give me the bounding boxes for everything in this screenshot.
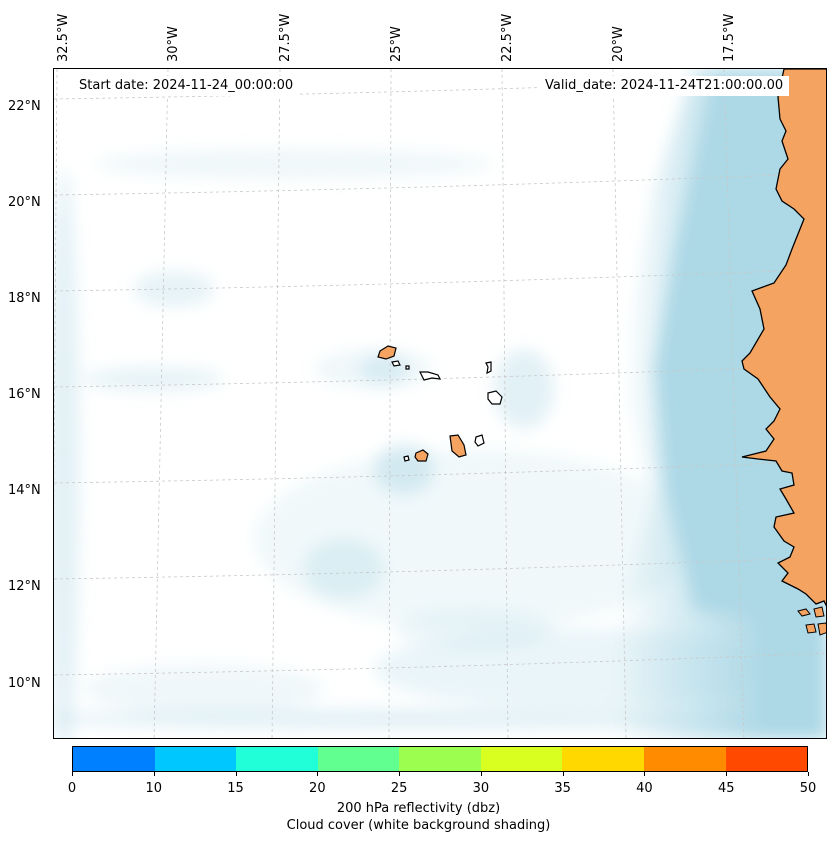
start-date-label: Start date: 2024-11-24_00:00:00 (73, 76, 300, 96)
lat-label-14n: 14°N (8, 483, 41, 498)
colorbar-tick-35: 35 (554, 781, 571, 796)
colorbar-segment-6 (562, 747, 644, 771)
cloud-haze (54, 149, 794, 738)
lon-label-25w: 25°W (389, 26, 404, 62)
colorbar-label-cloud-cover: Cloud cover (white background shading) (286, 818, 551, 833)
cape-verde-islands (377, 345, 503, 462)
africa-mainland (741, 69, 826, 607)
colorbar-tick-50: 50 (799, 781, 817, 796)
colorbar-tick-0: 0 (67, 781, 77, 796)
island-boa-vista (487, 390, 503, 405)
map-panel[interactable] (53, 68, 827, 739)
lon-label-17-5w: 17.5°W (722, 13, 737, 62)
colorbar-segment-7 (643, 747, 726, 771)
island-sao-nicolau (419, 371, 442, 381)
island-sal (485, 361, 492, 375)
colorbar-segment-4 (399, 747, 481, 771)
colorbar-tick-45: 45 (717, 781, 735, 796)
map-canvas (54, 69, 826, 738)
island-fogo (414, 449, 429, 462)
lat-label-12n: 12°N (8, 579, 41, 594)
colorbar-tick-30: 30 (472, 781, 490, 796)
colorbar-tickmark-25 (399, 772, 401, 776)
colorbar-segment-0 (73, 747, 155, 771)
valid-date-label: Valid_date: 2024-11-24T21:00:00.00 (539, 76, 790, 96)
lon-label-22-5w: 22.5°W (500, 13, 515, 62)
colorbar-segment-2 (236, 747, 318, 771)
island-santa-luzia (405, 365, 410, 370)
island-maio (474, 434, 485, 447)
colorbar-segment-8 (725, 747, 808, 771)
colorbar-tick-10: 10 (145, 781, 163, 796)
lat-label-22n: 22°N (8, 99, 41, 114)
island-sao-vicente (391, 360, 401, 367)
colorbar-tickmark-50 (808, 772, 809, 776)
lon-label-32-5w: 32.5°W (56, 13, 71, 62)
lon-label-30w: 30°W (166, 26, 181, 62)
bijagos-islands (797, 606, 826, 636)
graticule (54, 69, 826, 738)
colorbar-segment-1 (154, 747, 237, 771)
island-santiago (449, 434, 467, 458)
colorbar-tickmark-20 (317, 772, 319, 776)
colorbar-tickmark-15 (235, 772, 237, 776)
colorbar-tickmark-45 (726, 772, 728, 776)
colorbar-segment-5 (480, 747, 563, 771)
lat-label-10n: 10°N (8, 676, 41, 691)
reflectivity-colorbar (72, 746, 808, 772)
colorbar-tickmark-30 (480, 772, 482, 776)
lat-label-16n: 16°N (8, 387, 41, 402)
island-santo-antao (377, 345, 397, 360)
colorbar-tickmark-40 (644, 772, 646, 776)
lon-label-20w: 20°W (611, 26, 626, 62)
colorbar-segment-3 (317, 747, 400, 771)
lat-label-20n: 20°N (8, 195, 41, 210)
colorbar-tick-15: 15 (227, 781, 244, 796)
lat-label-18n: 18°N (8, 291, 41, 306)
colorbar-tickmark-0 (72, 772, 73, 776)
lon-label-27-5w: 27.5°W (278, 13, 293, 62)
colorbar-tickmark-35 (562, 772, 564, 776)
colorbar-tick-25: 25 (390, 781, 408, 796)
colorbar-tick-20: 20 (309, 781, 326, 796)
colorbar-label-reflectivity: 200 hPa reflectivity (dbz) (336, 801, 501, 816)
island-brava (403, 455, 410, 462)
colorbar-tick-40: 40 (636, 781, 653, 796)
colorbar-tickmark-10 (153, 772, 155, 776)
